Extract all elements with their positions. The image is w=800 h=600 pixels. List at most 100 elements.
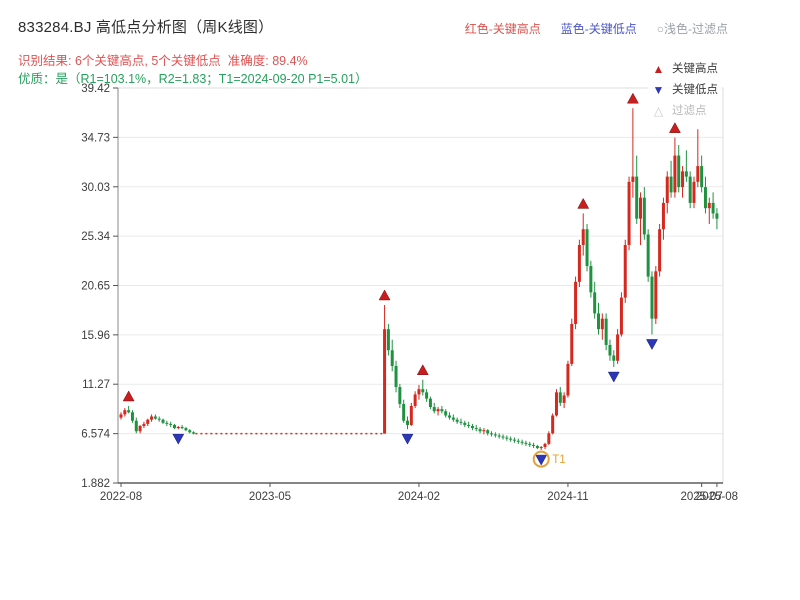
candle-body: [123, 410, 127, 415]
candle-body: [417, 389, 421, 395]
candle-body: [600, 318, 604, 330]
chart-title: 833284.BJ 高低点分析图（周K线图）: [18, 19, 274, 36]
candle-body: [497, 435, 501, 437]
candle-body: [562, 395, 566, 403]
candle-body: [490, 433, 494, 435]
candle-body: [570, 323, 574, 364]
candle-body: [516, 440, 520, 442]
candle-body: [635, 176, 639, 219]
candle-body: [436, 409, 440, 412]
x-tick-label: 2025-07: [681, 491, 723, 503]
candle-body: [539, 447, 543, 449]
filter-triangle-icon: △: [653, 104, 664, 118]
y-tick-label: 11.27: [82, 379, 110, 391]
candle-body: [138, 425, 142, 432]
candle-body: [172, 424, 176, 429]
key-high-marker: [416, 364, 429, 375]
candle-body: [597, 313, 600, 330]
candle-body: [142, 423, 146, 426]
candle-body: [161, 419, 165, 423]
candle-body: [501, 436, 505, 438]
candle-body: [692, 181, 696, 203]
x-tick-label: 2024-11: [547, 491, 588, 503]
key-low-marker: [646, 339, 658, 350]
candle-body: [642, 197, 646, 235]
candle-body: [406, 420, 409, 425]
candle-body: [665, 176, 669, 203]
x-tick-label: 2025-08: [696, 491, 738, 503]
legend-item-filter: △ 过滤点: [652, 104, 718, 118]
legend-item-key-low: ▼ 关键低点: [652, 83, 718, 97]
candle-body: [700, 166, 704, 188]
candle-body: [146, 419, 150, 424]
y-tick-label: 1.882: [81, 478, 110, 490]
candle-body: [459, 421, 463, 423]
candle-body: [448, 415, 452, 418]
key-low-triangle-icon: ▼: [652, 83, 665, 97]
candle-body: [402, 403, 406, 421]
key-high-marker: [668, 122, 681, 133]
candle-body: [703, 187, 707, 209]
t1-label: T1: [552, 454, 565, 466]
candle-body: [444, 411, 448, 416]
candle-body: [493, 434, 497, 436]
candle-body: [684, 171, 688, 177]
candle-body: [585, 229, 589, 267]
candle-body: [543, 443, 547, 448]
candle-body: [520, 441, 524, 443]
candle-body: [677, 155, 681, 188]
y-tick-label: 20.65: [81, 281, 110, 293]
key-low-marker: [172, 433, 185, 445]
candle-body: [711, 202, 715, 214]
candle-body: [169, 423, 173, 425]
candle-body: [604, 318, 608, 345]
candle-body: [696, 166, 700, 182]
candle-body: [707, 202, 711, 209]
key-high-marker: [626, 92, 639, 104]
candle-body: [421, 389, 425, 393]
candle-body: [566, 363, 570, 396]
y-tick-label: 25.34: [81, 231, 110, 243]
candle-body: [425, 392, 429, 399]
x-tick-label: 2024-02: [398, 491, 440, 503]
candle-body: [428, 398, 432, 408]
candle-body: [669, 176, 673, 193]
candle-body: [593, 292, 597, 314]
key-low-marker: [607, 371, 620, 383]
x-tick-label: 2022-08: [100, 491, 142, 503]
candle-body: [470, 425, 474, 429]
candle-body: [646, 234, 650, 277]
candle-body: [451, 417, 455, 420]
y-tick-label: 15.96: [81, 330, 110, 342]
candle-body: [658, 229, 662, 272]
candle-body: [558, 392, 562, 403]
candle-body: [608, 344, 612, 356]
candle-body: [478, 429, 482, 432]
candle-body: [463, 422, 467, 425]
y-tick-label: 39.42: [81, 83, 110, 95]
candle-body: [612, 355, 616, 361]
candle-body: [482, 430, 486, 432]
candle-body: [413, 394, 417, 406]
legend-label-key-low: 关键低点: [672, 84, 718, 96]
candle-body: [673, 155, 677, 193]
recognition-result: 识别结果: 6个关键高点, 5个关键低点 准确度: 89.4%: [18, 54, 308, 68]
candle-body: [394, 366, 398, 388]
candle-body: [554, 392, 558, 416]
candle-body: [650, 276, 654, 319]
candle-body: [440, 409, 444, 412]
candle-body: [455, 419, 459, 422]
candle-body: [119, 414, 123, 418]
candle-body: [134, 420, 138, 432]
candle-body: [681, 171, 685, 188]
candle-body: [551, 415, 555, 434]
candle-body: [589, 266, 593, 293]
candle-body: [528, 443, 532, 445]
chart-legend: ▲ 关键高点 ▼ 关键低点 △ 过滤点: [648, 60, 722, 120]
candle-body: [180, 427, 184, 429]
legend-note-filter: ○浅色-过滤点: [656, 22, 728, 36]
candle-body: [616, 334, 620, 361]
candle-body: [512, 439, 516, 441]
